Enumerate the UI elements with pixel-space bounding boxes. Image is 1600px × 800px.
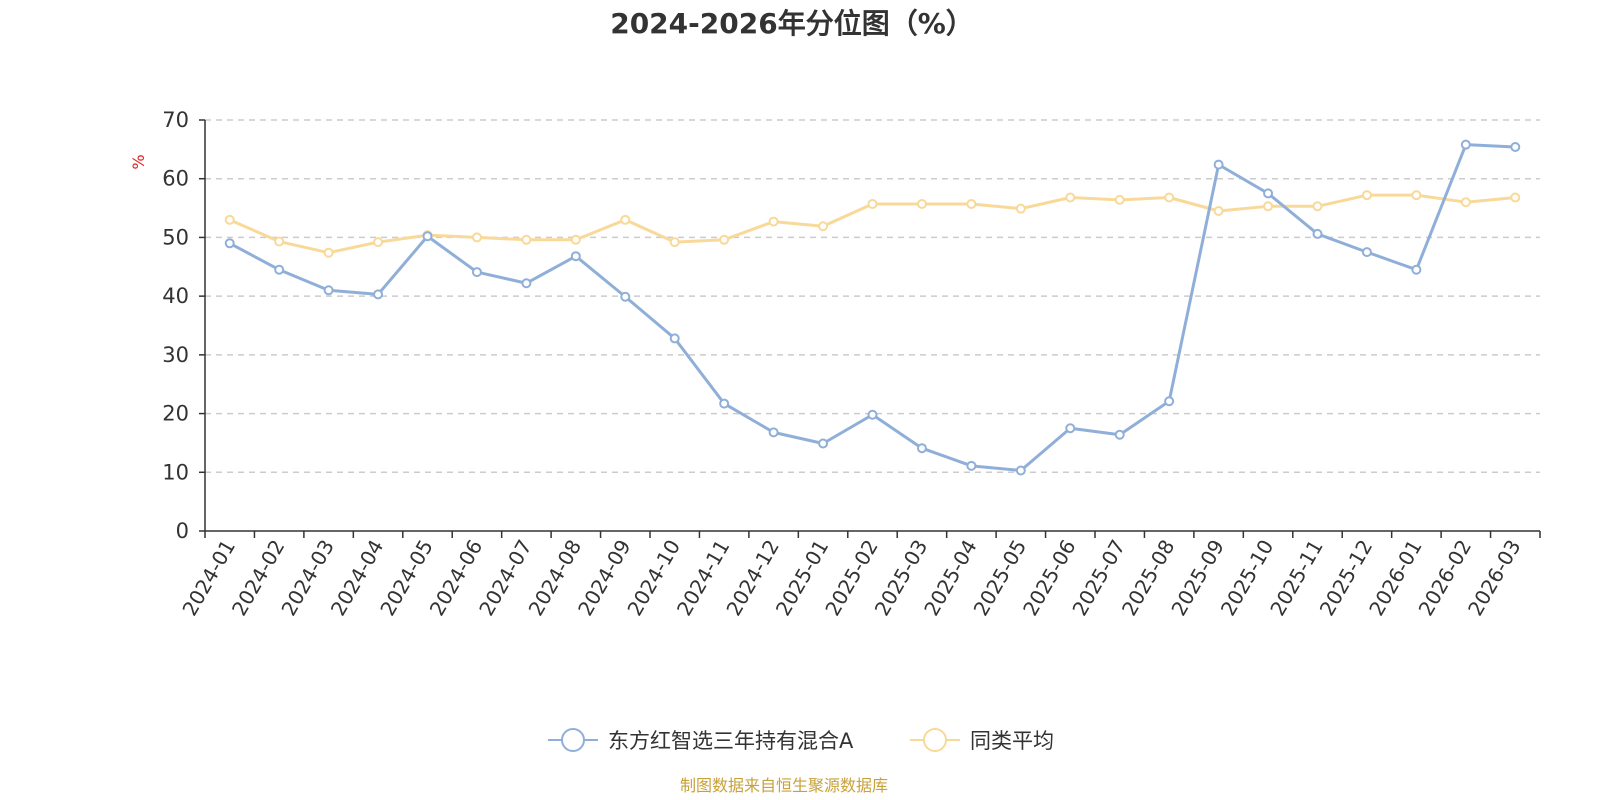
y-tick-label: 40 <box>162 284 189 308</box>
legend-item-2: 同类平均 <box>910 728 1054 753</box>
data-point <box>1015 203 1026 214</box>
source-note: 制图数据来自恒生聚源数据库 <box>680 776 888 795</box>
data-point <box>1460 197 1471 208</box>
y-tick-label: 50 <box>162 225 189 249</box>
data-point <box>274 236 285 247</box>
series <box>224 139 1521 476</box>
x-tick-labels: 2024-012024-022024-032024-042024-052024-… <box>177 536 1525 620</box>
data-point <box>867 409 878 420</box>
data-point <box>916 198 927 209</box>
y-tick-label: 10 <box>162 460 189 484</box>
data-point <box>1213 159 1224 170</box>
data-point <box>224 214 235 225</box>
series-line <box>229 143 1516 473</box>
data-point <box>323 247 334 258</box>
series-1 <box>224 139 1521 476</box>
y-tick-labels: 0 10 20 30 40 50 60 70 <box>162 108 189 543</box>
y-tick-label: 70 <box>162 108 189 132</box>
data-point <box>1114 429 1125 440</box>
data-point <box>570 251 581 262</box>
data-point <box>1263 201 1274 212</box>
legend: 东方红智选三年持有混合A 同类平均 <box>548 728 1054 753</box>
chart-title: 2024-2026年分位图（%） <box>610 7 974 40</box>
data-point <box>1015 465 1026 476</box>
legend-marker <box>561 728 585 752</box>
data-point <box>620 214 631 225</box>
data-point <box>471 232 482 243</box>
data-point <box>471 267 482 278</box>
data-point <box>1411 264 1422 275</box>
legend-label: 同类平均 <box>970 729 1054 753</box>
data-point <box>669 333 680 344</box>
y-tick-label: 0 <box>176 519 189 543</box>
data-point <box>274 264 285 275</box>
data-point <box>966 460 977 471</box>
data-point <box>1263 188 1274 199</box>
data-point <box>521 278 532 289</box>
data-point <box>224 238 235 249</box>
data-point <box>323 285 334 296</box>
data-point <box>916 443 927 454</box>
data-point <box>818 438 829 449</box>
data-point <box>1164 396 1175 407</box>
legend-item-1: 东方红智选三年持有混合A <box>548 728 854 753</box>
data-point <box>1312 228 1323 239</box>
data-point <box>1065 192 1076 203</box>
data-point <box>570 234 581 245</box>
data-point <box>719 234 730 245</box>
data-point <box>1411 190 1422 201</box>
y-tick-label: 30 <box>162 343 189 367</box>
data-point <box>966 198 977 209</box>
legend-marker <box>923 728 947 752</box>
y-tick-label: 60 <box>162 167 189 191</box>
data-point <box>521 234 532 245</box>
data-point <box>620 291 631 302</box>
data-point <box>422 231 433 242</box>
data-point <box>818 221 829 232</box>
data-point <box>1213 206 1224 217</box>
y-axis-unit: % <box>129 154 148 169</box>
data-point <box>1312 201 1323 212</box>
data-point <box>1361 247 1372 258</box>
data-point <box>1361 190 1372 201</box>
data-point <box>768 216 779 227</box>
data-point <box>1460 139 1471 150</box>
data-point <box>373 237 384 248</box>
data-point <box>1510 192 1521 203</box>
data-point <box>1510 142 1521 153</box>
axes <box>199 119 1541 538</box>
data-point <box>669 237 680 248</box>
data-point <box>1164 192 1175 203</box>
data-point <box>867 198 878 209</box>
legend-label: 东方红智选三年持有混合A <box>608 729 854 753</box>
data-point <box>1114 194 1125 205</box>
y-tick-label: 20 <box>162 402 189 426</box>
data-point <box>373 289 384 300</box>
data-point <box>719 398 730 409</box>
data-point <box>1065 423 1076 434</box>
data-point <box>768 427 779 438</box>
